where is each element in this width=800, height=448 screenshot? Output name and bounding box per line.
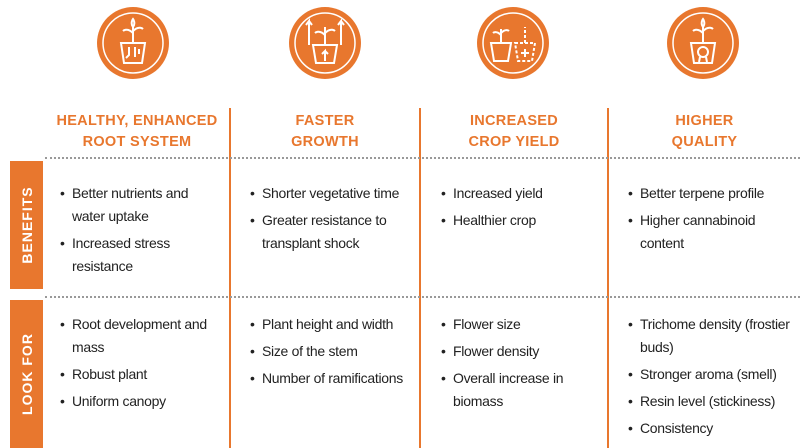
bullet-item: Resin level (stickiness) <box>628 390 792 413</box>
bullet-item: Increased stress resistance <box>60 232 221 278</box>
column-divider <box>607 108 609 448</box>
column-title-line: HIGHER <box>675 113 734 129</box>
row-label: LOOK FOR <box>18 333 35 415</box>
bullet-item: Better terpene profile <box>628 182 792 205</box>
bullet-item: Plant height and width <box>250 313 411 336</box>
bullet-item: Shorter vegetative time <box>250 182 411 205</box>
bullet-item: Number of ramifications <box>250 367 411 390</box>
bullet-item: Consistency <box>628 417 792 440</box>
bullet-item: Trichome density (frostier buds) <box>628 313 792 359</box>
column-title: FASTER GROWTH <box>231 111 419 153</box>
look-for-list: Flower size Flower density Overall increas… <box>441 313 599 417</box>
bullet-item: Increased yield <box>441 182 599 205</box>
bullet-item: Stronger aroma (smell) <box>628 363 792 386</box>
column-title-line: CROP YIELD <box>468 134 560 150</box>
bullet-item: Flower size <box>441 313 599 336</box>
bullet-item: Greater resistance to transplant shock <box>250 209 411 255</box>
bullet-item: Flower density <box>441 340 599 363</box>
benefits-list: Increased yield Healthier crop <box>441 182 599 236</box>
icon-yield <box>477 7 549 79</box>
row-divider <box>45 157 800 159</box>
column-title: HEALTHY, ENHANCED ROOT SYSTEM <box>45 111 229 153</box>
icon-roots <box>97 7 169 79</box>
icon-growth <box>289 7 361 79</box>
look-for-list: Root development and mass Robust plant Uni… <box>60 313 221 417</box>
column-title-line: FASTER <box>295 113 355 129</box>
column-title-line: QUALITY <box>671 134 738 150</box>
benefits-list: Better terpene profile Higher cannabinoid… <box>628 182 792 259</box>
column-title-line: ROOT SYSTEM <box>82 134 192 150</box>
benefits-list: Better nutrients and water uptakeIncreas… <box>60 182 221 282</box>
bullet-item: Size of the stem <box>250 340 411 363</box>
bullet-item: Higher cannabinoid content <box>628 209 792 255</box>
bullet-item: Better nutrients and water uptake <box>60 182 221 228</box>
bullet-item: Root development and mass <box>60 313 221 359</box>
icon-quality <box>667 7 739 79</box>
column-title-line: GROWTH <box>291 134 359 150</box>
column-divider <box>229 108 231 448</box>
bullet-item: Overall increase in biomass <box>441 367 599 413</box>
row-label-bar: LOOK FOR <box>10 300 43 448</box>
row-label: BENEFITS <box>18 186 35 264</box>
bullet-item: Uniform canopy <box>60 390 221 413</box>
bullet-item: Robust plant <box>60 363 221 386</box>
benefits-list: Shorter vegetative time Greater resistanc… <box>250 182 411 259</box>
column-title-line: INCREASED <box>469 113 559 129</box>
look-for-list: Trichome density (frostier buds) Stronger… <box>628 313 792 444</box>
column-title: INCREASED CROP YIELD <box>421 111 607 153</box>
column-title-line: HEALTHY, ENHANCED <box>56 113 218 129</box>
row-label-bar: BENEFITS <box>10 161 43 289</box>
bullet-item: Healthier crop <box>441 209 599 232</box>
column-divider <box>419 108 421 448</box>
look-for-list: Plant height and width Size of the stem Nu… <box>250 313 411 394</box>
row-divider <box>45 296 800 298</box>
column-title: HIGHER QUALITY <box>609 111 800 153</box>
